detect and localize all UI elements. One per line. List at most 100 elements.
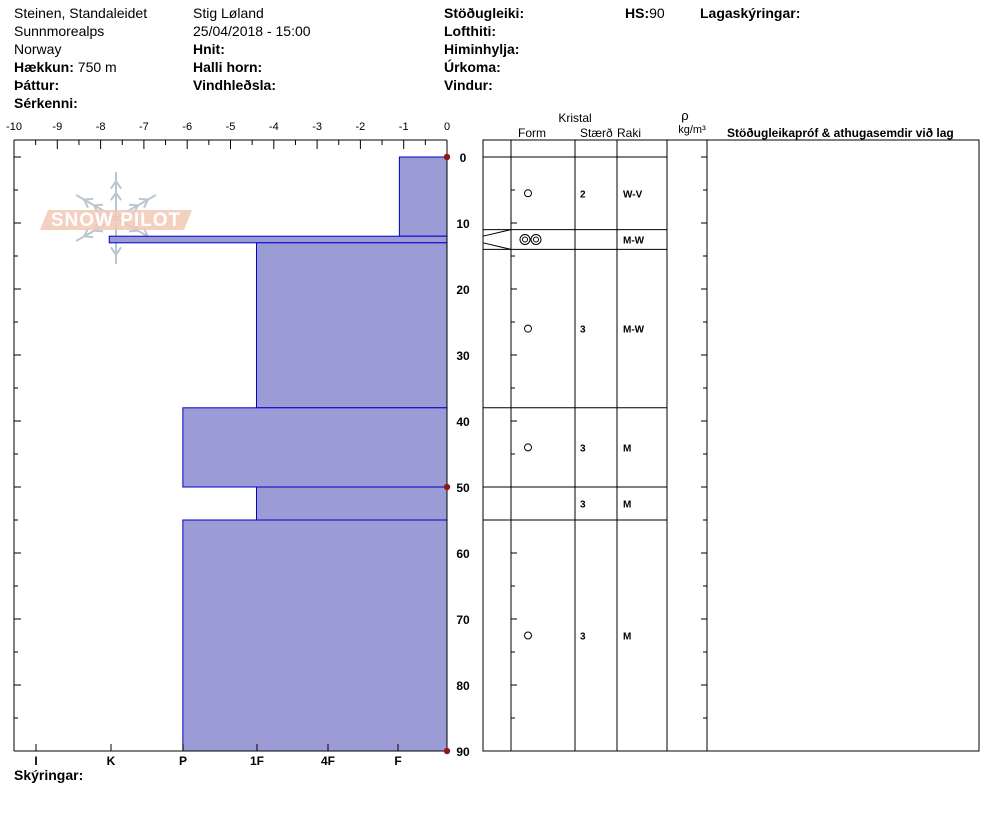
layer-notes-label: Lagaskýringar: [700, 5, 801, 21]
depth-tick-label: 30 [456, 349, 470, 363]
wind: Vindur: [444, 76, 524, 94]
header-size: Stærð [580, 126, 613, 140]
hardness-label: K [107, 754, 116, 768]
slope: Halli horn: [193, 58, 311, 76]
layer-wetness: M [623, 632, 631, 643]
coords-label: Hnit: [193, 41, 225, 57]
windload-label: Vindhleðsla: [193, 77, 276, 93]
temperature-tick-label: -5 [226, 121, 236, 133]
temperature-tick-label: -4 [269, 121, 279, 133]
snowflake-branch [138, 197, 148, 201]
layer-size: 3 [580, 632, 586, 643]
depth-tick-label: 70 [456, 613, 470, 627]
hardness-bar [182, 407, 448, 488]
header-col-conditions: Stöðugleiki: Lofthiti: Himinhylja: Úrkom… [444, 4, 524, 94]
snowflake-branch [110, 180, 117, 190]
temperature-point [443, 483, 451, 491]
stability: Stöðugleiki: [444, 4, 524, 22]
layer-wetness: M [623, 500, 631, 511]
temperature-points [443, 153, 451, 755]
form-melt-icon [530, 234, 542, 245]
header-col-observer: Stig Løland 25/04/2018 - 15:00 Hnit: Hal… [193, 4, 311, 94]
hs-label: HS: [625, 5, 650, 21]
hardness-bar [182, 519, 448, 752]
site-location: Steinen, Standaleidet [14, 5, 148, 21]
features-label: Sérkenni: [14, 95, 78, 111]
airtemp: Lofthiti: [444, 22, 524, 40]
form-melt-icon [522, 236, 528, 243]
temperature-tick-label: -9 [52, 121, 62, 133]
snowflake-branch [84, 197, 94, 201]
site-range: Sunnmorealps [14, 23, 105, 39]
temperature-point [443, 153, 451, 161]
temperature-tick-label: -8 [96, 121, 106, 133]
snow-height: HS:90 [625, 4, 665, 22]
table-border [482, 139, 980, 752]
aspect-label: Þáttur: [14, 77, 60, 93]
snowflake-branch [128, 203, 138, 207]
site-elevation: Hækkun: 750 m [14, 58, 147, 76]
snowflake-branch [83, 199, 89, 209]
snowflake-branch [143, 199, 149, 209]
airtemp-label: Lofthiti: [444, 23, 497, 39]
hardness-bar [108, 235, 448, 244]
form-melt-icon [519, 234, 531, 245]
observation-datetime: 25/04/2018 - 15:00 [193, 23, 311, 39]
header-wetness: Raki [617, 126, 641, 140]
temperature-tick-label: -2 [356, 121, 366, 133]
layer-size: 2 [580, 189, 586, 200]
watermark-banner [40, 210, 192, 230]
observer-name: Stig Løland [193, 5, 264, 21]
hardness-label: I [34, 754, 37, 768]
header-col-site: Steinen, Standaleidet Sunnmorealps Norwa… [14, 4, 147, 112]
depth-tick-label: 80 [456, 679, 470, 693]
depth-axis: 0 10 20 30 40 50 60 70 80 90 [14, 151, 707, 759]
snowflake-branch [128, 229, 138, 233]
depth-tick-label: 40 [456, 415, 470, 429]
snowflake-branch [115, 180, 122, 190]
temperature-point [443, 747, 451, 755]
wind-label: Vindur: [444, 77, 493, 93]
profile-frame [13, 139, 448, 752]
coords: Hnit: [193, 40, 311, 58]
layer-size: 3 [580, 443, 586, 454]
hs-value: 90 [649, 5, 665, 21]
snowflake-branch [115, 246, 122, 256]
site-features: Sérkenni: [14, 94, 147, 112]
footer-legend: Skýringar: [14, 766, 83, 784]
layer-size: 3 [580, 500, 586, 511]
precip-label: Úrkoma: [444, 59, 501, 75]
temperature-tick-label: 0 [444, 121, 450, 133]
site-country: Norway [14, 41, 62, 57]
header-density-unit: kg/m³ [678, 124, 706, 136]
form-round-grain-icon [524, 189, 532, 198]
depth-tick-label: 0 [460, 151, 467, 165]
hardness-bar [398, 156, 448, 237]
layer-connector [482, 242, 512, 250]
depth-tick-label: 10 [456, 217, 470, 231]
snowflake-branch [110, 246, 117, 256]
hardness-label: 1F [250, 754, 264, 768]
header-tests: Stöðugleikapróf & athugasemdir við lag [727, 126, 954, 140]
windload: Vindhleðsla: [193, 76, 311, 94]
form-round-grain-icon [524, 443, 532, 452]
hardness-axis: I K P 1F 4F F [34, 744, 402, 768]
stability-label: Stöðugleiki: [444, 5, 525, 21]
snowflake-branch [94, 203, 104, 207]
layer-table-headers: Kristal Form Stærð Raki ρ kg/m³ Stöðugle… [518, 108, 954, 140]
layer-table: 2 W-V M-W 3 M-W 3 M 3 M 3 M [482, 139, 980, 752]
temperature-tick-label: -10 [6, 121, 22, 133]
depth-tick-label: 20 [456, 283, 470, 297]
layer-wetness: M-W [623, 236, 645, 247]
snowflake-branch [84, 235, 94, 239]
header-form: Form [518, 126, 546, 140]
snowpilot-watermark: SNOW PILOT [40, 172, 192, 264]
depth-tick-label: 50 [456, 481, 470, 495]
temperature-tick-label: -1 [399, 121, 409, 133]
snowflake-branch [115, 192, 122, 201]
layer-connector [482, 229, 512, 237]
watermark-text: SNOW PILOT [51, 210, 181, 231]
form-melt-icon [533, 236, 539, 243]
depth-tick-label: 90 [456, 745, 470, 759]
